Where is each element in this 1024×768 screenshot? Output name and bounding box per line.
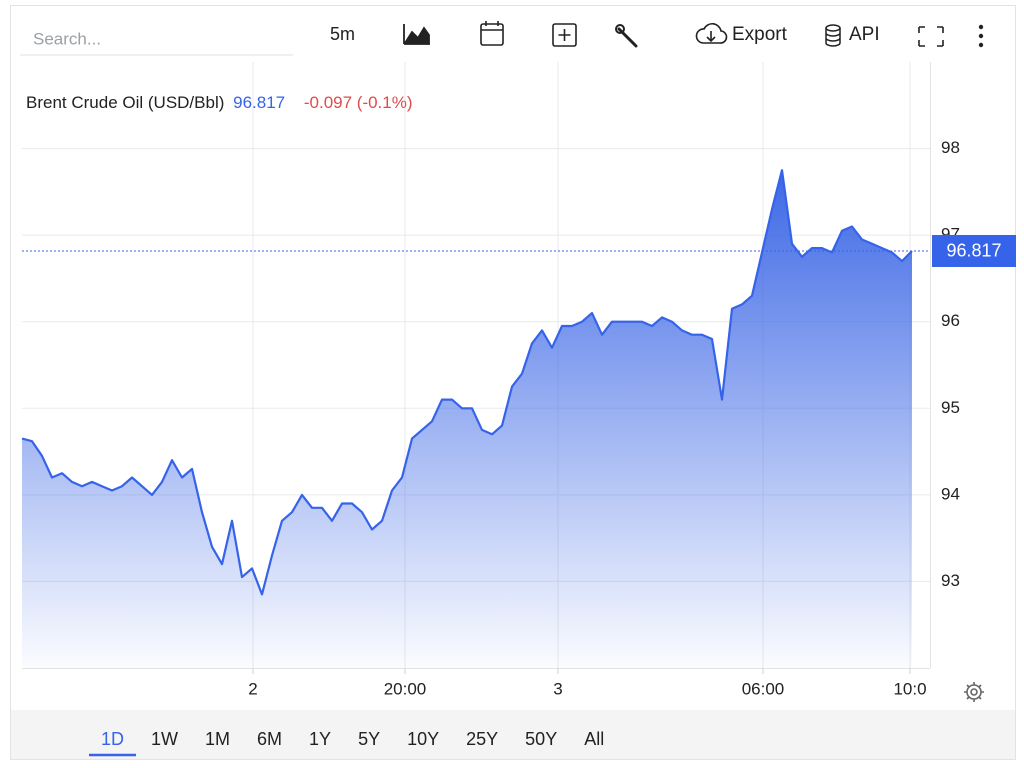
range-bar: [11, 710, 1015, 759]
range-button[interactable]: 6M: [257, 729, 282, 749]
toolbar: Search... 5m Export: [20, 21, 984, 56]
icon: [964, 682, 984, 702]
legend: Brent Crude Oil (USD/Bbl) 96.817 -0.097 …: [26, 93, 413, 112]
range-button[interactable]: 1W: [151, 729, 178, 749]
series-title: Brent Crude Oil (USD/Bbl): [26, 93, 224, 112]
plot: [21, 169, 930, 668]
export-label: Export: [732, 24, 788, 45]
price-line: [21, 169, 913, 596]
x-tick-label: 20:00: [384, 679, 427, 698]
range-button[interactable]: 50Y: [525, 729, 557, 749]
fullscreen-button[interactable]: [918, 26, 944, 47]
icon: [480, 23, 504, 46]
more-button[interactable]: [978, 24, 984, 48]
range-button[interactable]: 1D: [101, 729, 124, 749]
icon: [706, 31, 716, 43]
api-label: API: [849, 24, 880, 45]
range-button[interactable]: 25Y: [466, 729, 498, 749]
range-button[interactable]: All: [584, 729, 604, 749]
compare-button[interactable]: [552, 23, 577, 47]
icon: [978, 33, 984, 39]
x-tick-label: 2: [248, 679, 257, 698]
range-button[interactable]: 10Y: [407, 729, 439, 749]
icon: [558, 29, 571, 41]
icon: [978, 24, 984, 30]
y-tick-label: 98: [941, 138, 960, 157]
x-tick-label: 10:0: [893, 679, 926, 698]
api-button[interactable]: API: [825, 24, 880, 47]
last-price-label: 96.817: [946, 241, 1001, 261]
x-tick-label: 06:00: [742, 679, 785, 698]
search-input[interactable]: Search...: [33, 29, 101, 48]
icon: [552, 23, 577, 47]
calendar-button[interactable]: [480, 21, 504, 46]
icon: [615, 24, 625, 34]
range-button[interactable]: 1M: [205, 729, 230, 749]
interval-button[interactable]: 5m: [330, 24, 355, 44]
y-tick-label: 93: [941, 571, 960, 590]
x-tick-label: 3: [553, 679, 562, 698]
y-tick-label: 96: [941, 311, 960, 330]
icon: [978, 42, 984, 48]
range-button[interactable]: 5Y: [358, 729, 380, 749]
icon: [403, 26, 430, 44]
icon: [403, 24, 430, 45]
y-tick-label: 95: [941, 398, 960, 417]
price-area: [22, 170, 912, 668]
y-tick-label: 94: [941, 484, 960, 503]
price-change: -0.097 (-0.1%): [304, 93, 413, 112]
range-buttons: 1D 1W 1M 6M 1Y 5Y 10Y 25Y 50Y All: [89, 729, 604, 757]
last-price-badge: [932, 234, 1016, 267]
icon: [825, 28, 841, 47]
chart-type-button[interactable]: [403, 24, 430, 45]
settings-tool-button[interactable]: [615, 24, 638, 48]
icon: [970, 688, 978, 696]
last-price: 96.817: [233, 93, 285, 112]
range-button[interactable]: 1Y: [309, 729, 331, 749]
chart-settings-button[interactable]: [964, 682, 984, 702]
export-button[interactable]: Export: [695, 23, 788, 45]
icon: [918, 26, 944, 47]
icon: [695, 23, 728, 44]
